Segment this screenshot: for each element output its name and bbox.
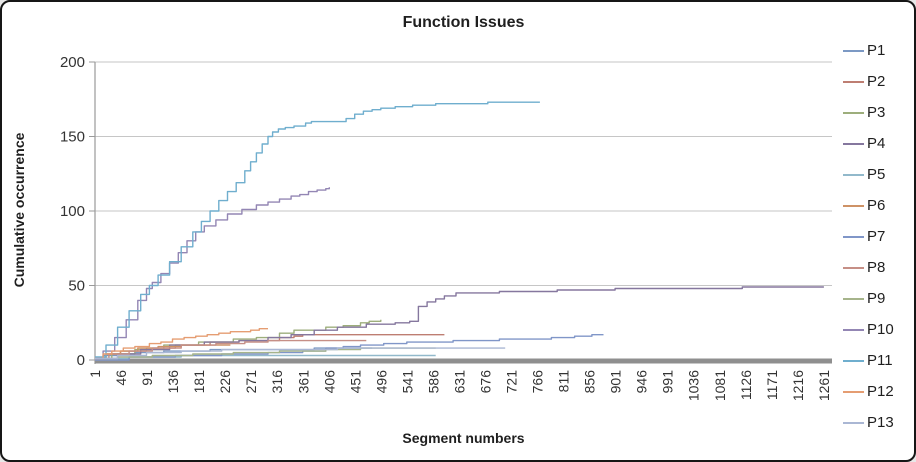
x-tick-label: 766: [530, 370, 546, 394]
legend-line-swatch: [843, 204, 864, 207]
x-tick-label: 856: [582, 370, 598, 394]
legend-item-P8: P8: [843, 252, 894, 283]
series-line-P9: [95, 347, 436, 360]
legend-item-P7: P7: [843, 221, 894, 252]
legend-item-P13: P13: [843, 407, 894, 438]
series-line-P10: [95, 187, 330, 360]
legend-line-swatch: [843, 328, 864, 331]
x-tick-label: 631: [451, 370, 467, 394]
legend-line-swatch: [843, 421, 864, 424]
legend-item-P3: P3: [843, 97, 894, 128]
series-line-P13: [95, 347, 506, 360]
legend-label: P11: [867, 352, 893, 369]
y-tick-label: 150: [60, 129, 85, 146]
legend-item-P6: P6: [843, 190, 894, 221]
x-tick-label: 496: [373, 370, 389, 394]
legend-label: P1: [867, 42, 886, 59]
legend-line-swatch: [843, 390, 864, 393]
y-axis-title: Cumulative occurrence: [11, 132, 27, 288]
y-tick-label: 50: [68, 278, 85, 295]
legend-item-P9: P9: [843, 283, 894, 314]
legend-line-swatch: [843, 49, 864, 52]
legend-label: P8: [867, 259, 886, 276]
chart-title: Function Issues: [402, 14, 525, 31]
legend-line-swatch: [843, 266, 864, 269]
x-tick-label: 1171: [764, 370, 780, 400]
legend-label: P9: [867, 290, 886, 307]
series-line-P12: [95, 328, 268, 360]
x-tick-label: 541: [399, 370, 415, 394]
y-tick-label: 200: [60, 54, 85, 71]
legend-item-P10: P10: [843, 314, 894, 345]
x-tick-label: 226: [217, 370, 233, 394]
legend-item-P12: P12: [843, 376, 894, 407]
x-tick-label: 1036: [686, 370, 702, 401]
series-line-P11: [95, 101, 540, 358]
legend-item-P1: P1: [843, 35, 894, 66]
x-tick-label: 271: [243, 370, 259, 394]
series-line-P4: [95, 286, 824, 360]
series-line-P7: [95, 334, 604, 361]
x-tick-label: 91: [139, 370, 155, 386]
legend-line-swatch: [843, 173, 864, 176]
legend-label: P6: [867, 197, 886, 214]
x-tick-label: 1081: [712, 370, 728, 401]
legend-label: P5: [867, 166, 886, 183]
legend-label: P12: [867, 383, 894, 400]
legend-label: P3: [867, 104, 886, 121]
legend-line-swatch: [843, 142, 864, 145]
y-tick-label: 100: [60, 203, 85, 220]
x-tick-label: 946: [634, 370, 650, 394]
legend: P1 P2 P3 P4 P5 P6 P7 P8 P9 P10 P11 P12 P13: [843, 35, 894, 438]
legend-item-P4: P4: [843, 128, 894, 159]
x-tick-label: 721: [504, 370, 520, 394]
x-tick-label: 451: [347, 370, 363, 394]
series-line-P8: [95, 339, 367, 360]
legend-line-swatch: [843, 235, 864, 238]
x-tick-label: 586: [425, 370, 441, 394]
x-tick-label: 1216: [790, 370, 806, 401]
y-tick-label: 0: [77, 352, 85, 369]
x-tick-label: 46: [113, 370, 129, 386]
x-tick-label: 991: [660, 370, 676, 394]
x-tick-label: 1: [87, 370, 103, 378]
legend-item-P5: P5: [843, 159, 894, 190]
x-tick-label: 181: [191, 370, 207, 394]
legend-item-P11: P11: [843, 345, 894, 376]
x-tick-label: 676: [477, 370, 493, 394]
legend-line-swatch: [843, 80, 864, 83]
legend-label: P4: [867, 135, 886, 152]
legend-line-swatch: [843, 111, 864, 114]
legend-label: P2: [867, 73, 886, 90]
x-tick-label: 1261: [816, 370, 832, 401]
x-tick-label: 1126: [738, 370, 754, 400]
legend-line-swatch: [843, 297, 864, 300]
legend-label: P13: [867, 414, 894, 431]
legend-label: P10: [867, 321, 894, 338]
x-tick-label: 406: [321, 370, 337, 394]
x-tick-label: 361: [295, 370, 311, 394]
x-tick-label: 136: [165, 370, 181, 394]
x-tick-label: 811: [556, 370, 572, 393]
x-axis-band: [95, 358, 832, 364]
legend-line-swatch: [843, 359, 864, 362]
legend-item-P2: P2: [843, 66, 894, 97]
x-tick-label: 901: [608, 370, 624, 394]
legend-label: P7: [867, 228, 886, 245]
x-axis-title: Segment numbers: [402, 430, 525, 446]
x-tick-label: 316: [269, 370, 285, 394]
